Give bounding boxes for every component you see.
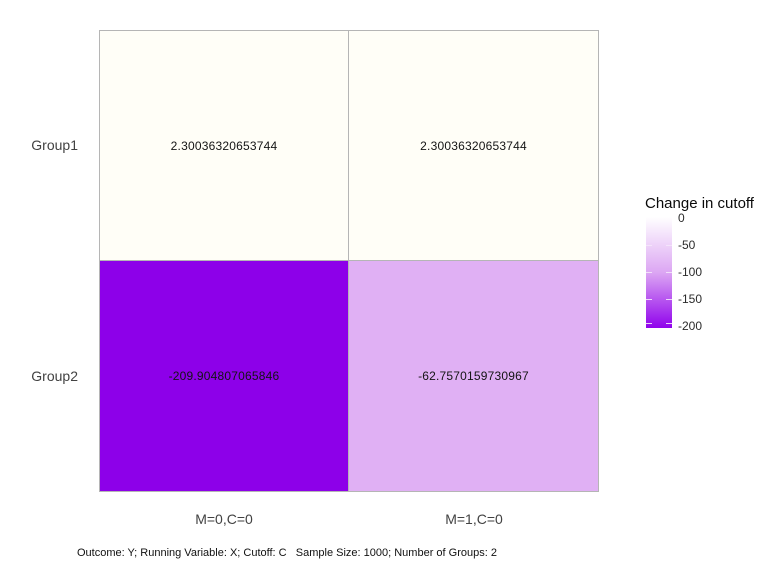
cell-value-label: 2.30036320653744 xyxy=(420,138,527,153)
heatmap-cell-group2-m0c0: -209.904807065846 xyxy=(100,261,349,491)
legend-tick-label-150: -150 xyxy=(678,292,703,306)
cell-value-label: -209.904807065846 xyxy=(168,369,280,383)
heatmap-cell-group1-m0c0: 2.30036320653744 xyxy=(100,31,349,261)
cell-value-label: -62.7570159730967 xyxy=(418,369,529,383)
cell-value-label: 2.30036320653744 xyxy=(170,138,278,153)
legend-tick-label-200: -200 xyxy=(678,319,703,333)
legend-tickmark xyxy=(646,272,652,273)
legend-tick-label-0: 0 xyxy=(678,211,685,225)
legend-gradient-bar xyxy=(646,217,672,328)
y-axis-label-group1: Group1 xyxy=(31,137,78,153)
legend-tickmark xyxy=(666,299,672,300)
figure-caption: Outcome: Y; Running Variable: X; Cutoff:… xyxy=(77,547,497,559)
legend-tickmark xyxy=(666,272,672,273)
heatmap-cell-group1-m1c0: 2.30036320653744 xyxy=(349,31,598,261)
x-axis-label-m1c0: M=1,C=0 xyxy=(445,511,503,527)
heatmap-panel: 2.30036320653744 2.30036320653744 -209.9… xyxy=(99,30,599,492)
legend-tick-label-100: -100 xyxy=(678,265,703,279)
legend-tick-labels: 0 -50 -100 -150 -200 xyxy=(678,211,738,333)
legend-tickmark xyxy=(666,245,672,246)
x-axis-label-m0c0: M=0,C=0 xyxy=(195,511,253,527)
legend-tick-label-50: -50 xyxy=(678,238,696,252)
legend-tickmark xyxy=(646,323,652,324)
y-axis-label-group2: Group2 xyxy=(31,368,78,384)
legend-title: Change in cutoff xyxy=(645,195,754,212)
legend-tickmark xyxy=(646,299,652,300)
heatmap-cell-group2-m1c0: -62.7570159730967 xyxy=(349,261,598,491)
legend-tickmark xyxy=(646,245,652,246)
legend-tickmark xyxy=(666,323,672,324)
color-legend: Change in cutoff 0 -50 -100 -150 -200 xyxy=(645,195,768,333)
